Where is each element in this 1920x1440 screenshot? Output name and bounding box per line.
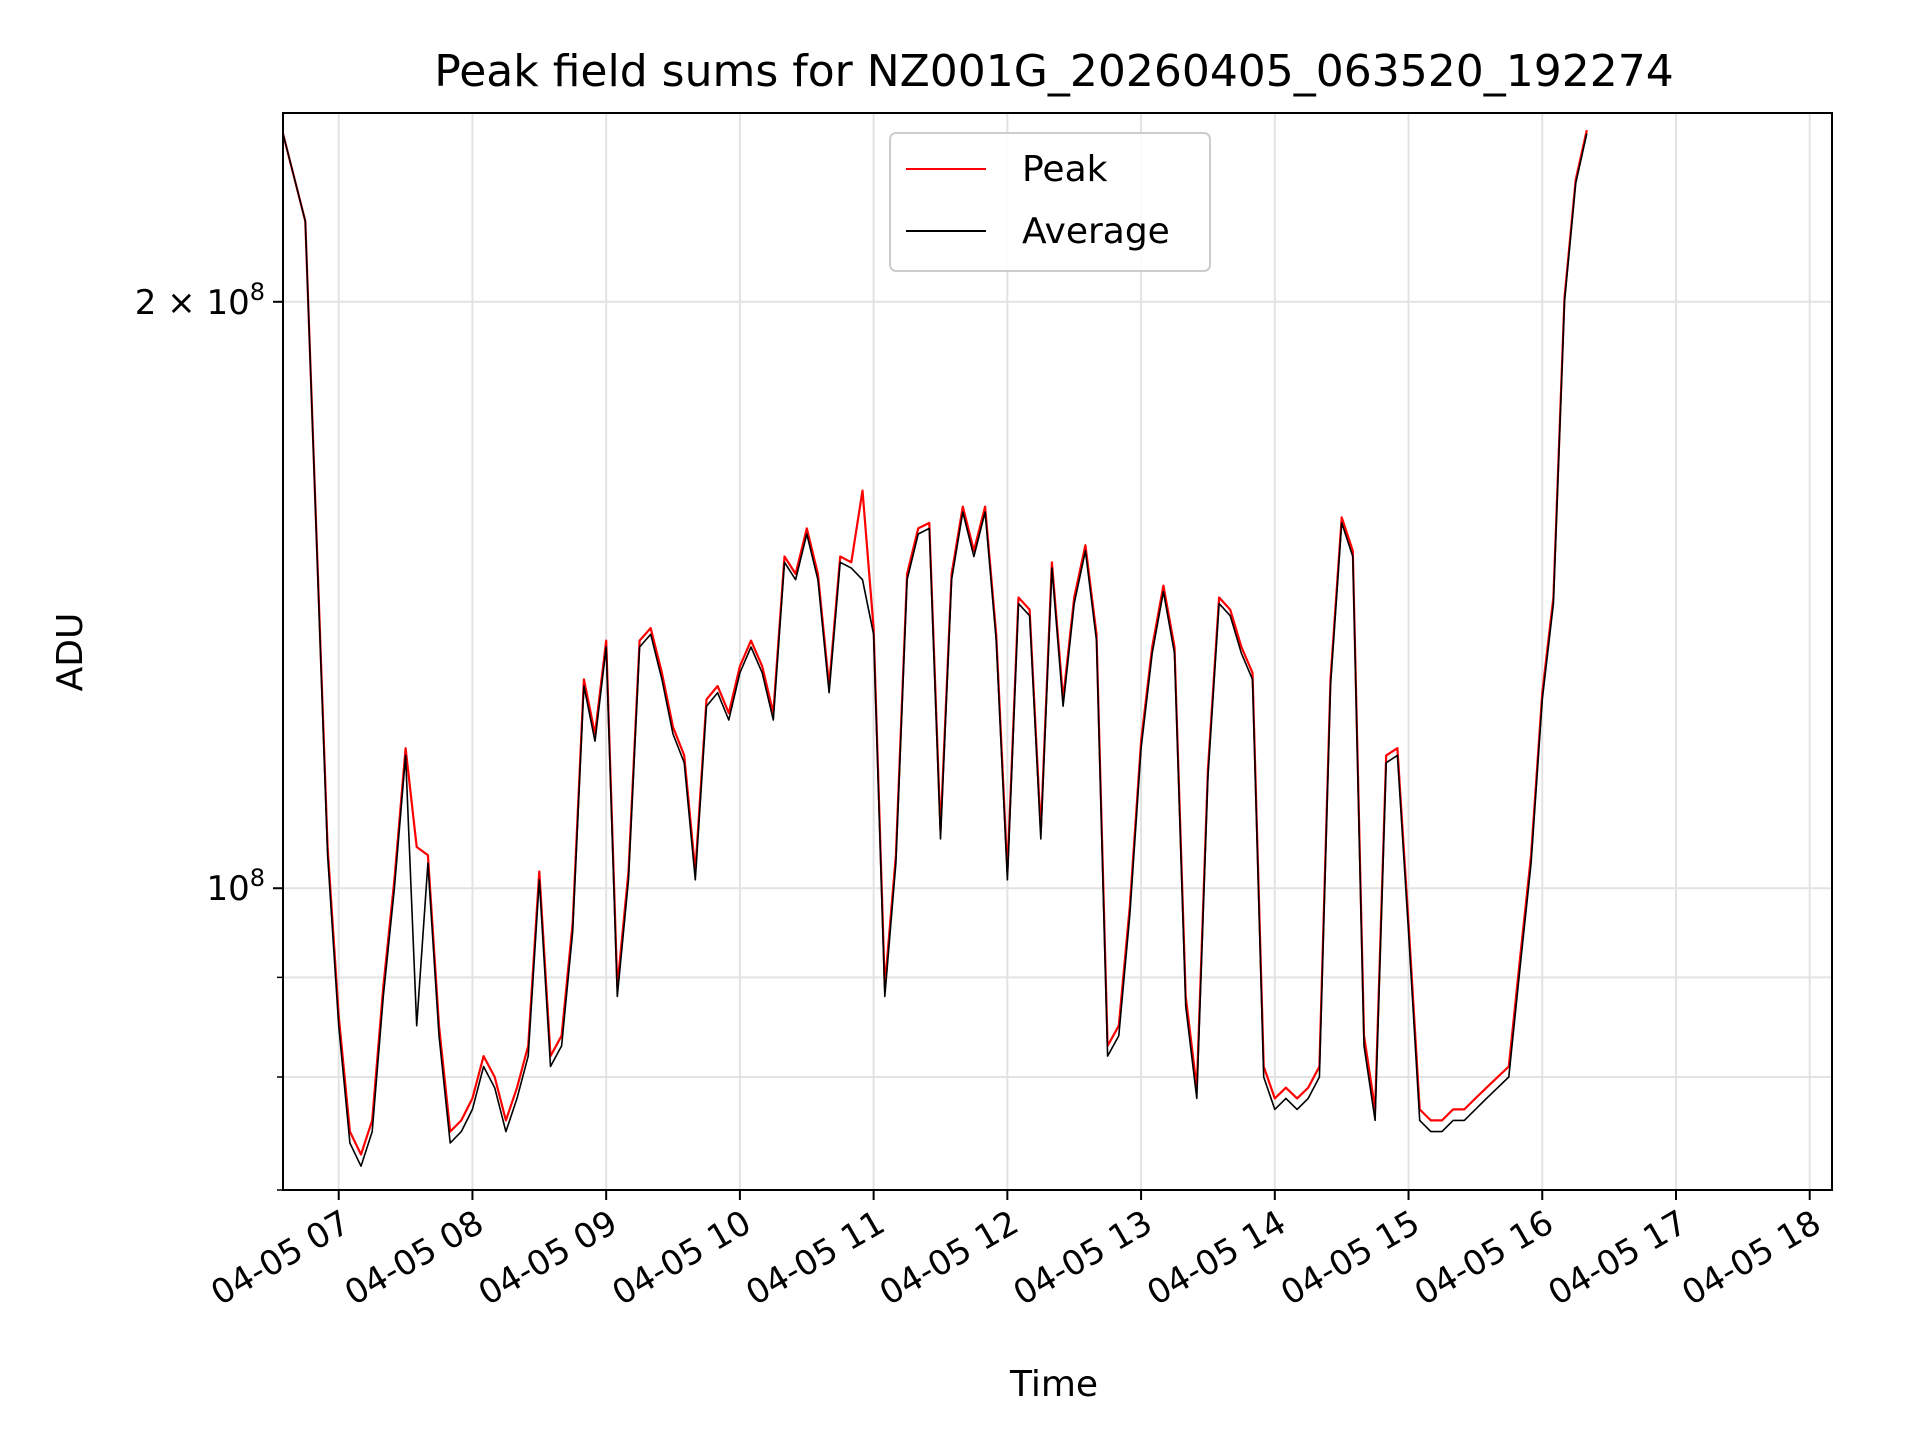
legend: Peak Average: [889, 132, 1211, 272]
legend-label-peak: Peak: [1022, 149, 1108, 190]
y-axis-label: ADU: [50, 613, 91, 692]
legend-box: [889, 132, 1211, 272]
x-axis-label: Time: [1009, 1364, 1098, 1405]
series-line-average: [282, 133, 1588, 1167]
y-tick-label: 2 × 108: [135, 278, 265, 323]
legend-label-average: Average: [1022, 211, 1170, 252]
y-tick-label: 108: [206, 864, 265, 909]
series-layer: [281, 129, 1588, 1167]
y-axis: 108 2 × 108: [135, 278, 283, 1191]
plot-area: [282, 112, 1833, 1191]
chart-title: Peak field sums for NZ001G_20260405_0635…: [434, 46, 1673, 97]
